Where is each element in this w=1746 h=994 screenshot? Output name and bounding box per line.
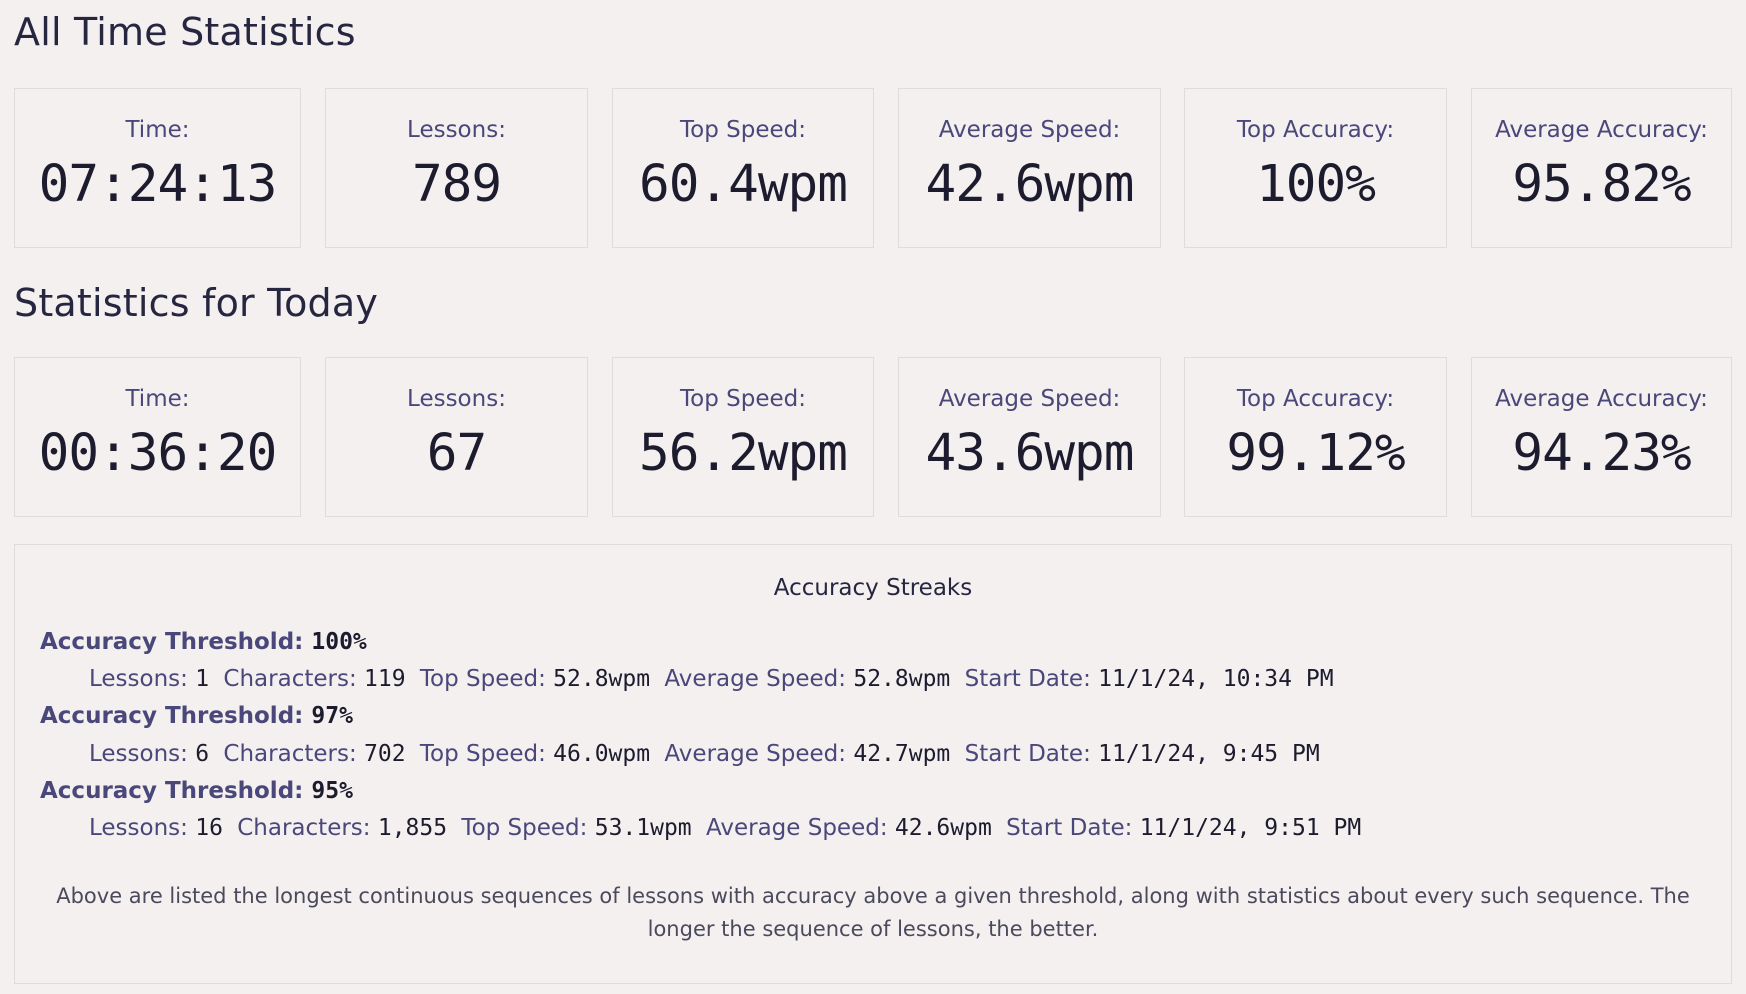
- stat-value: 43.6wpm: [925, 424, 1135, 483]
- average-speed-label: Average Speed:: [664, 741, 847, 767]
- stat-card-lessons: Lessons: 789: [325, 88, 588, 248]
- stat-card-average-speed: Average Speed: 42.6wpm: [898, 88, 1161, 248]
- stat-label: Average Accuracy:: [1495, 117, 1708, 143]
- average-speed-label: Average Speed:: [705, 815, 888, 841]
- stat-value: 07:24:13: [38, 155, 278, 214]
- stat-label: Lessons:: [407, 117, 506, 143]
- start-date-value: 11/1/24, 10:34 PM: [1098, 666, 1334, 692]
- stat-label: Average Speed:: [938, 117, 1121, 143]
- stat-label: Top Speed:: [680, 386, 806, 412]
- all-time-title: All Time Statistics: [14, 10, 356, 54]
- stat-card-top-speed: Top Speed: 56.2wpm: [612, 357, 874, 517]
- lessons-label: Lessons:: [89, 666, 188, 692]
- stat-label: Top Speed:: [680, 117, 806, 143]
- stat-value: 94.23%: [1512, 424, 1691, 483]
- top-speed-value: 53.1wpm: [594, 815, 692, 841]
- lessons-value: 6: [195, 741, 210, 767]
- stat-card-average-speed: Average Speed: 43.6wpm: [898, 357, 1161, 517]
- start-date-label: Start Date:: [964, 666, 1091, 692]
- today-stats-row: Time: 00:36:20 Lessons: 67 Top Speed: 56…: [14, 357, 1732, 519]
- threshold-value: 95%: [311, 778, 353, 804]
- stat-label: Top Accuracy:: [1236, 117, 1395, 143]
- stat-label: Average Speed:: [938, 386, 1121, 412]
- stat-label: Lessons:: [407, 386, 506, 412]
- lessons-label: Lessons:: [89, 815, 188, 841]
- lessons-label: Lessons:: [89, 741, 188, 767]
- characters-label: Characters:: [223, 741, 357, 767]
- threshold-value: 100%: [311, 629, 367, 655]
- stat-value: 789: [411, 155, 502, 214]
- stat-value: 95.82%: [1512, 155, 1691, 214]
- streak-threshold: Accuracy Threshold: 95%: [40, 778, 353, 804]
- threshold-label: Accuracy Threshold:: [40, 629, 304, 655]
- top-speed-value: 46.0wpm: [553, 741, 651, 767]
- streak-details: Lessons: 6 Characters: 702 Top Speed: 46…: [89, 741, 1327, 767]
- average-speed-value: 42.7wpm: [853, 741, 951, 767]
- stat-card-time: Time: 07:24:13: [14, 88, 301, 248]
- top-speed-label: Top Speed:: [419, 666, 546, 692]
- stat-value: 60.4wpm: [639, 155, 848, 214]
- characters-label: Characters:: [237, 815, 371, 841]
- stat-value: 56.2wpm: [639, 424, 848, 483]
- top-speed-label: Top Speed:: [461, 815, 588, 841]
- start-date-value: 11/1/24, 9:51 PM: [1139, 815, 1362, 841]
- stat-card-top-speed: Top Speed: 60.4wpm: [612, 88, 874, 248]
- stat-label: Time:: [125, 117, 190, 143]
- stat-label: Average Accuracy:: [1495, 386, 1708, 412]
- characters-value: 119: [364, 666, 406, 692]
- start-date-label: Start Date:: [1006, 815, 1133, 841]
- streak-threshold: Accuracy Threshold: 100%: [40, 629, 367, 655]
- all-time-stats-row: Time: 07:24:13 Lessons: 789 Top Speed: 6…: [14, 88, 1732, 250]
- stat-card-lessons: Lessons: 67: [325, 357, 588, 517]
- streaks-description: Above are listed the longest continuous …: [56, 884, 1690, 941]
- streaks-title: Accuracy Streaks: [773, 575, 973, 601]
- accuracy-streaks-panel: Accuracy Streaks Accuracy Threshold: 100…: [14, 544, 1732, 984]
- stat-value: 67: [426, 424, 487, 483]
- stat-value: 00:36:20: [38, 424, 278, 483]
- today-title: Statistics for Today: [14, 281, 379, 325]
- streak-details: Lessons: 1 Characters: 119 Top Speed: 52…: [89, 666, 1341, 692]
- stat-value: 99.12%: [1226, 424, 1405, 483]
- streak-details: Lessons: 16 Characters: 1,855 Top Speed:…: [89, 815, 1368, 841]
- start-date-label: Start Date:: [964, 741, 1091, 767]
- stat-label: Top Accuracy:: [1236, 386, 1395, 412]
- threshold-label: Accuracy Threshold:: [40, 703, 304, 729]
- threshold-value: 97%: [311, 703, 353, 729]
- lessons-value: 1: [195, 666, 210, 692]
- stat-card-top-accuracy: Top Accuracy: 100%: [1184, 88, 1447, 248]
- top-speed-value: 52.8wpm: [553, 666, 651, 692]
- characters-value: 1,855: [377, 815, 448, 841]
- stat-card-top-accuracy: Top Accuracy: 99.12%: [1184, 357, 1447, 517]
- start-date-value: 11/1/24, 9:45 PM: [1098, 741, 1320, 767]
- stat-card-time: Time: 00:36:20: [14, 357, 301, 517]
- lessons-value: 16: [195, 815, 223, 841]
- stat-value: 42.6wpm: [925, 155, 1135, 214]
- stat-card-average-accuracy: Average Accuracy: 94.23%: [1471, 357, 1732, 517]
- characters-value: 702: [364, 741, 406, 767]
- average-speed-label: Average Speed:: [664, 666, 847, 692]
- stat-label: Time:: [125, 386, 190, 412]
- streak-threshold: Accuracy Threshold: 97%: [40, 703, 353, 729]
- stat-value: 100%: [1256, 155, 1376, 214]
- top-speed-label: Top Speed:: [419, 741, 546, 767]
- characters-label: Characters:: [223, 666, 357, 692]
- average-speed-value: 42.6wpm: [894, 815, 992, 841]
- average-speed-value: 52.8wpm: [853, 666, 951, 692]
- stat-card-average-accuracy: Average Accuracy: 95.82%: [1471, 88, 1732, 248]
- threshold-label: Accuracy Threshold:: [40, 778, 304, 804]
